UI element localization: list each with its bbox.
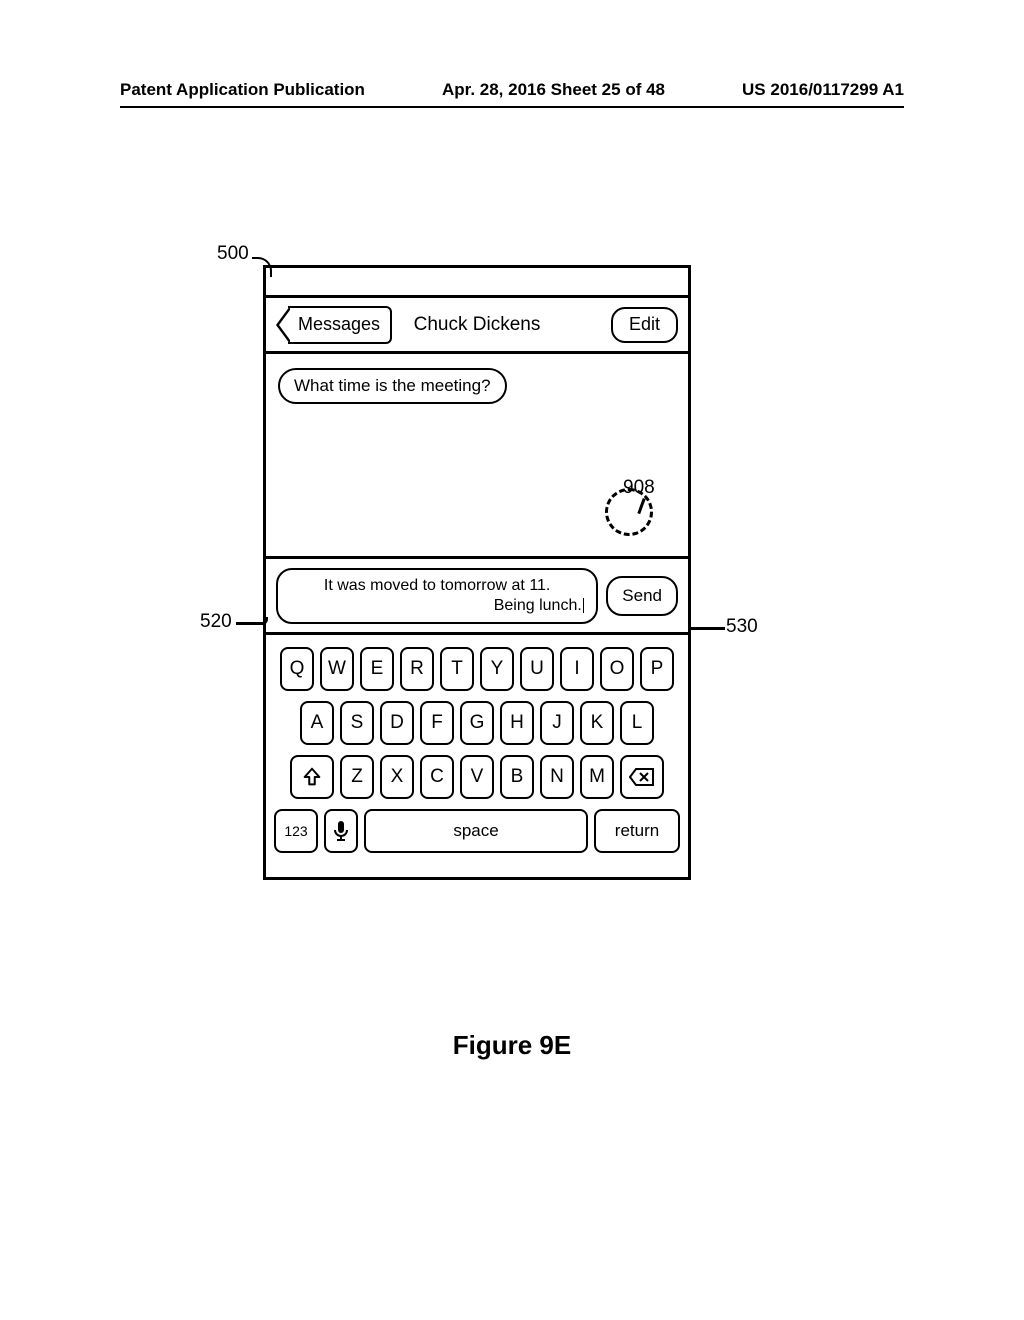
key-e[interactable]: E [360, 647, 394, 691]
key-j[interactable]: J [540, 701, 574, 745]
key-v[interactable]: V [460, 755, 494, 799]
send-button[interactable]: Send [606, 576, 678, 616]
key-w[interactable]: W [320, 647, 354, 691]
input-line-1: It was moved to tomorrow at 11. [324, 576, 550, 596]
key-a[interactable]: A [300, 701, 334, 745]
key-c[interactable]: C [420, 755, 454, 799]
input-line-2: Being lunch. [494, 596, 585, 616]
key-backspace[interactable] [620, 755, 664, 799]
nav-bar: Messages Chuck Dickens Edit [266, 298, 688, 354]
key-u[interactable]: U [520, 647, 554, 691]
header-center: Apr. 28, 2016 Sheet 25 of 48 [442, 80, 665, 100]
keyboard-row-3: Z X C V B N M [274, 755, 680, 799]
message-bubble-incoming[interactable]: What time is the meeting? [278, 368, 507, 404]
key-s[interactable]: S [340, 701, 374, 745]
key-l[interactable]: L [620, 701, 654, 745]
shift-icon [301, 766, 323, 788]
key-n[interactable]: N [540, 755, 574, 799]
header-right: US 2016/0117299 A1 [742, 80, 904, 100]
page-header: Patent Application Publication Apr. 28, … [120, 80, 904, 108]
key-m[interactable]: M [580, 755, 614, 799]
callout-530: 530 [726, 616, 758, 638]
back-label: Messages [288, 306, 392, 344]
callout-530-leader [691, 627, 725, 630]
status-bar [266, 268, 688, 298]
key-q[interactable]: Q [280, 647, 314, 691]
conversation-area[interactable]: What time is the meeting? [266, 354, 688, 559]
key-b[interactable]: B [500, 755, 534, 799]
keyboard: Q W E R T Y U I O P A S D F G H J K L Z [266, 635, 688, 877]
key-d[interactable]: D [380, 701, 414, 745]
message-text: What time is the meeting? [294, 376, 491, 395]
key-o[interactable]: O [600, 647, 634, 691]
microphone-icon [333, 819, 349, 843]
chevron-left-icon [276, 306, 290, 344]
message-input[interactable]: It was moved to tomorrow at 11. Being lu… [276, 568, 598, 624]
edit-button[interactable]: Edit [611, 307, 678, 343]
callout-500: 500 [217, 243, 249, 265]
text-cursor-icon [583, 598, 585, 613]
key-x[interactable]: X [380, 755, 414, 799]
key-return[interactable]: return [594, 809, 680, 853]
key-g[interactable]: G [460, 701, 494, 745]
keyboard-row-1: Q W E R T Y U I O P [274, 647, 680, 691]
backspace-icon [629, 767, 655, 787]
compose-row: It was moved to tomorrow at 11. Being lu… [266, 559, 688, 635]
keyboard-row-4: 123 space return [274, 809, 680, 853]
key-r[interactable]: R [400, 647, 434, 691]
edit-label: Edit [629, 314, 660, 335]
key-mic[interactable] [324, 809, 358, 853]
key-shift[interactable] [290, 755, 334, 799]
key-i[interactable]: I [560, 647, 594, 691]
key-z[interactable]: Z [340, 755, 374, 799]
key-k[interactable]: K [580, 701, 614, 745]
key-t[interactable]: T [440, 647, 474, 691]
back-button[interactable]: Messages [276, 306, 392, 344]
callout-908: 908 [623, 477, 655, 499]
keyboard-row-2: A S D F G H J K L [274, 701, 680, 745]
callout-520: 520 [200, 611, 232, 633]
figure-caption: Figure 9E [0, 1030, 1024, 1061]
key-h[interactable]: H [500, 701, 534, 745]
key-p[interactable]: P [640, 647, 674, 691]
key-y[interactable]: Y [480, 647, 514, 691]
key-f[interactable]: F [420, 701, 454, 745]
device-frame: Messages Chuck Dickens Edit What time is… [263, 265, 691, 880]
key-123[interactable]: 123 [274, 809, 318, 853]
key-space[interactable]: space [364, 809, 588, 853]
header-left: Patent Application Publication [120, 80, 365, 100]
send-label: Send [622, 586, 662, 606]
